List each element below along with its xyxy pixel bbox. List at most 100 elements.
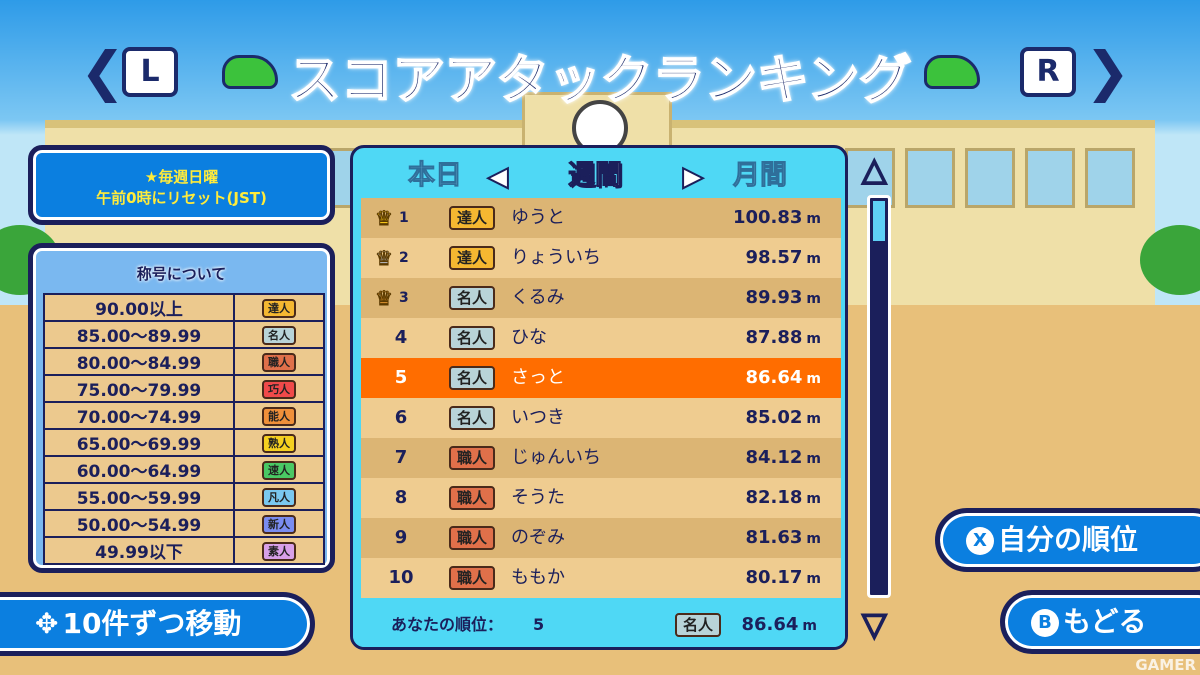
score-value: 87.88 (745, 327, 803, 348)
legend-row: 60.00～64.99 速人 (43, 455, 325, 484)
legend-title-cell: 素人 (233, 536, 325, 565)
player-score: 81.63 m (745, 518, 821, 559)
page-move-button-label: 10件ずつ移動 (62, 607, 242, 640)
legend-range: 49.99以下 (43, 536, 235, 565)
player-score: 82.18 m (745, 478, 821, 519)
legend-title-cell: 速人 (233, 455, 325, 484)
ranking-row[interactable]: 8 職人 そうた 82.18 m (361, 478, 841, 518)
rank-number: 2 (399, 250, 409, 266)
tab-prev-icon[interactable]: ◀ (487, 161, 509, 193)
reset-info-box: ★毎週日曜 午前0時にリセット(JST) (28, 145, 335, 225)
my-score: 86.64 m (741, 600, 817, 647)
legend-title-cell: 能人 (233, 401, 325, 430)
legend-table: 90.00以上 達人 85.00～89.99 名人 80.00～84.99 職人 75.00… (43, 293, 325, 565)
legend-range: 60.00～64.99 (43, 455, 235, 484)
player-score: 85.02 m (745, 398, 821, 439)
ranking-row[interactable]: ♛ 3 名人 くるみ 89.93 m (361, 278, 841, 318)
legend-row: 70.00～74.99 能人 (43, 401, 325, 430)
ranking-row[interactable]: 7 職人 じゅんいち 84.12 m (361, 438, 841, 478)
ranking-row[interactable]: 4 名人 ひな 87.88 m (361, 318, 841, 358)
score-value: 100.83 (732, 207, 803, 228)
unit: m (806, 411, 821, 427)
unit: m (806, 371, 821, 387)
player-score: 98.57 m (745, 238, 821, 279)
page-move-button[interactable]: ✥ 10件ずつ移動 (0, 592, 315, 656)
title-badge: 職人 (449, 526, 496, 550)
prev-arrow-icon[interactable]: ❮ (80, 40, 126, 103)
unit: m (806, 491, 821, 507)
scrollbar-thumb[interactable] (873, 201, 885, 241)
ranking-row[interactable]: 6 名人 いつき 85.02 m (361, 398, 841, 438)
rank-number: 6 (394, 407, 408, 428)
sneaker-icon (222, 55, 278, 89)
unit: m (806, 251, 821, 267)
tab-next-icon[interactable]: ▶ (682, 161, 704, 193)
title-badge: 新人 (262, 515, 296, 534)
my-rank-button[interactable]: X 自分の順位 (935, 508, 1200, 572)
legend-row: 65.00～69.99 熟人 (43, 428, 325, 457)
unit: m (802, 618, 817, 634)
building-window (1025, 148, 1075, 208)
ranking-row[interactable]: 5 名人 さっと 86.64 m (361, 358, 841, 398)
crown-silver-icon: ♛ (375, 246, 394, 271)
player-score: 100.83 m (733, 198, 821, 239)
legend-title-cell: 職人 (233, 347, 325, 376)
legend-title-cell: 巧人 (233, 374, 325, 403)
next-arrow-icon[interactable]: ❯ (1085, 40, 1131, 103)
scroll-down-icon[interactable]: ▽ (861, 605, 888, 643)
building-window (1085, 148, 1135, 208)
player-name: いつき (511, 407, 565, 428)
title-badge: 職人 (262, 353, 296, 372)
legend-title-cell: 新人 (233, 509, 325, 538)
score-value: 86.64 (745, 367, 803, 388)
legend-range: 50.00～54.99 (43, 509, 235, 538)
legend-title: 称号について (136, 265, 227, 283)
ranking-row[interactable]: 10 職人 ももか 80.17 m (361, 558, 841, 598)
tab-monthly[interactable]: 月間 (733, 160, 788, 192)
ranking-row[interactable]: ♛ 2 達人 りょういち 98.57 m (361, 238, 841, 278)
tab-daily[interactable]: 本日 (408, 160, 463, 192)
legend-range: 85.00～89.99 (43, 320, 235, 349)
score-value: 98.57 (745, 247, 803, 268)
unit: m (806, 211, 821, 227)
unit: m (806, 291, 821, 307)
legend-range: 90.00以上 (43, 293, 235, 322)
ranking-row[interactable]: 9 職人 のぞみ 81.63 m (361, 518, 841, 558)
period-tabs: 本日 ◀ 週間 ▶ 月間 (353, 154, 845, 198)
score-value: 82.18 (745, 487, 803, 508)
title-badge: 達人 (449, 206, 496, 230)
player-name: のぞみ (511, 527, 565, 548)
legend-row: 80.00～84.99 職人 (43, 347, 325, 376)
player-name: りょういち (511, 247, 601, 268)
sneaker-icon (924, 55, 980, 89)
scrollbar[interactable] (867, 195, 891, 598)
scroll-up-icon[interactable]: △ (861, 150, 888, 188)
legend-title-cell: 凡人 (233, 482, 325, 511)
ranking-list: ♛ 1 達人 ゆうと 100.83 m ♛ 2 達人 りょういち 98.57 m ♛ 3 名人 くるみ 89.9… (361, 198, 841, 598)
legend-title-cell: 達人 (233, 293, 325, 322)
l-button[interactable]: L (122, 47, 178, 97)
dpad-icon: ✥ (35, 607, 59, 640)
title-badge: 達人 (449, 246, 496, 270)
title-badge: 速人 (262, 461, 296, 480)
my-rank-label: あなたの順位： (391, 615, 504, 634)
my-score-value: 86.64 (741, 614, 799, 635)
rank-number: 8 (394, 487, 408, 508)
legend-title-cell: 名人 (233, 320, 325, 349)
unit: m (806, 331, 821, 347)
legend-row: 50.00～54.99 新人 (43, 509, 325, 538)
title-badge: 素人 (262, 542, 296, 561)
tab-weekly[interactable]: 週間 (568, 160, 623, 192)
back-button[interactable]: B もどる (1000, 590, 1200, 654)
score-value: 85.02 (745, 407, 803, 428)
rank-number: 1 (399, 210, 409, 226)
player-name: くるみ (511, 287, 565, 308)
tree (1140, 225, 1200, 295)
r-button[interactable]: R (1020, 47, 1076, 97)
crown-gold-icon: ♛ (375, 206, 394, 231)
my-rank-button-label: 自分の順位 (998, 523, 1139, 556)
title-badge: 名人 (449, 366, 496, 390)
ranking-row[interactable]: ♛ 1 達人 ゆうと 100.83 m (361, 198, 841, 238)
reset-info-line2: 午前0時にリセット(JST) (96, 189, 267, 207)
legend-row: 55.00～59.99 凡人 (43, 482, 325, 511)
